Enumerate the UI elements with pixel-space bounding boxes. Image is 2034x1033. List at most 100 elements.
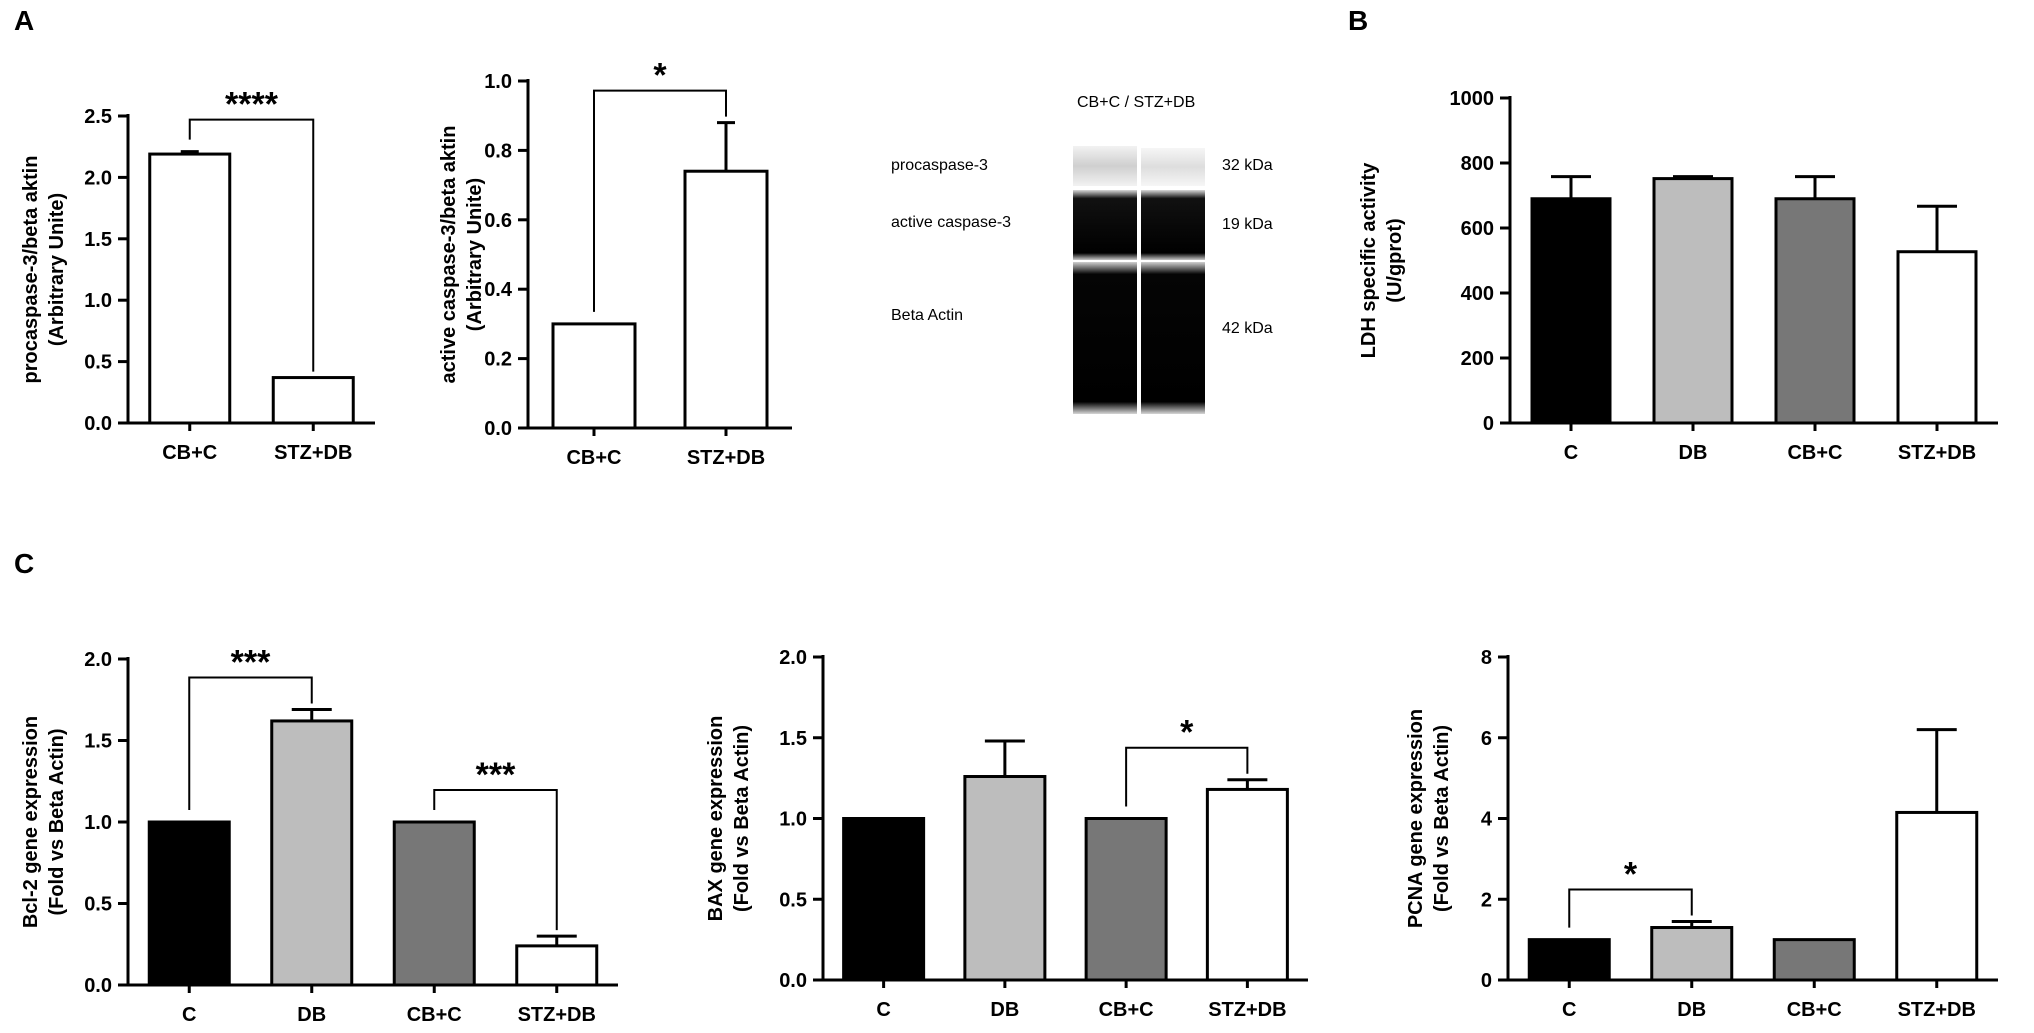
significance-bracket: [593, 89, 727, 312]
x-tick-label: STZ+DB: [274, 442, 352, 464]
y-tick-label: 0.6: [484, 210, 512, 232]
bar: [1205, 787, 1289, 982]
blot-band: [1141, 148, 1205, 186]
x-tick-label: C: [1562, 999, 1576, 1021]
y-tick-label: 0.5: [779, 889, 807, 911]
panel-letter-a: A: [14, 5, 34, 36]
y-axis-label: LDH specific activity: [1358, 162, 1380, 359]
ldh-activity-chart: 0 200 400 600 800 1000 LDH specific activity (U…: [1358, 88, 1998, 464]
bcl2-expression-chart: 0.0 0.5 1.0 1.5 2.0 Bcl-2 gene expression (Fol…: [20, 644, 618, 1026]
y-axis-label: (Arbitrary Unite): [464, 178, 486, 331]
blot-row-label: Beta Actin: [891, 307, 963, 324]
y-tick-label: 2.0: [779, 647, 807, 669]
y-axis-label: (U/gprot): [1384, 218, 1406, 302]
y-tick-label: 1000: [1450, 88, 1495, 110]
x-tick-label: STZ+DB: [687, 447, 765, 469]
significance-bracket: [188, 118, 315, 372]
y-tick-label: 2: [1481, 889, 1492, 911]
bar: [1527, 938, 1611, 982]
blot-band: [1141, 262, 1205, 414]
bar: [1650, 926, 1734, 982]
y-tick-label: 0.0: [779, 970, 807, 992]
x-tick-label: STZ+DB: [1208, 999, 1286, 1021]
x-tick-label: C: [182, 1004, 196, 1026]
y-axis-label: (Fold vs Beta Actin): [1431, 725, 1453, 912]
y-tick-label: 0: [1481, 970, 1492, 992]
y-tick-label: 6: [1481, 728, 1492, 750]
y-tick-label: 0.5: [84, 352, 112, 374]
bar: [515, 944, 599, 987]
blot-row-kda: 42 kDa: [1222, 320, 1273, 337]
y-tick-label: 400: [1461, 283, 1494, 305]
bar: [551, 322, 637, 430]
y-axis-label: Bcl-2 gene expression: [20, 716, 42, 928]
bar: [1530, 197, 1612, 425]
significance-bracket: [188, 676, 313, 810]
bar: [392, 820, 476, 987]
bar: [147, 820, 231, 987]
x-tick-label: DB: [990, 999, 1019, 1021]
blot-row-kda: 32 kDa: [1222, 157, 1273, 174]
bar: [1895, 810, 1979, 982]
blot-header: CB+C / STZ+DB: [1077, 94, 1195, 111]
significance-label: ***: [231, 644, 271, 682]
x-tick-label: CB+C: [1787, 442, 1842, 464]
pcna-expression-chart: 0 2 4 6 8 PCNA gene expression (Fold vs Beta A…: [1405, 647, 1998, 1021]
y-tick-label: 2.0: [84, 167, 112, 189]
y-tick-label: 0.0: [84, 975, 112, 997]
y-tick-label: 4: [1481, 809, 1493, 831]
y-tick-label: 2.5: [84, 106, 112, 128]
y-tick-label: 8: [1481, 647, 1492, 669]
y-axis-label: active caspase-3/beta aktin: [438, 126, 460, 384]
x-tick-label: C: [1564, 442, 1578, 464]
y-axis-label: (Fold vs Beta Actin): [731, 725, 753, 912]
blot-band: [1073, 146, 1137, 186]
bar: [271, 376, 355, 425]
y-axis-label: procaspase-3/beta aktin: [20, 156, 42, 384]
bar: [1652, 177, 1734, 425]
significance-label: ****: [225, 86, 279, 124]
y-tick-label: 1.0: [84, 812, 112, 834]
y-tick-label: 1.0: [779, 809, 807, 831]
y-tick-label: 0.2: [484, 349, 512, 371]
bar: [963, 775, 1047, 982]
y-tick-label: 0.4: [484, 279, 513, 301]
bar: [270, 719, 354, 987]
x-tick-label: C: [876, 999, 890, 1021]
blot-row-label: procaspase-3: [891, 157, 988, 174]
x-tick-label: DB: [1679, 442, 1708, 464]
bar: [1772, 938, 1856, 982]
significance-label: *: [1624, 855, 1638, 893]
bar: [1084, 817, 1168, 982]
y-tick-label: 600: [1461, 218, 1494, 240]
blot-row-label: active caspase-3: [891, 214, 1011, 231]
x-tick-label: CB+C: [162, 442, 217, 464]
y-tick-label: 1.5: [779, 728, 807, 750]
x-tick-label: STZ+DB: [1898, 999, 1976, 1021]
x-tick-label: STZ+DB: [1898, 442, 1976, 464]
y-axis-label: BAX gene expression: [705, 716, 727, 922]
y-tick-label: 0.8: [484, 140, 512, 162]
y-tick-label: 2.0: [84, 649, 112, 671]
panel-letter-b: B: [1348, 5, 1368, 36]
bar: [842, 817, 926, 982]
y-tick-label: 800: [1461, 153, 1494, 175]
bar: [148, 152, 232, 425]
y-tick-label: 0.0: [84, 413, 112, 435]
significance-bracket: [1125, 746, 1249, 807]
western-blot-image: CB+C / STZ+DB procaspase-3 active caspas…: [891, 94, 1273, 414]
x-tick-label: CB+C: [1787, 999, 1842, 1021]
bar: [683, 169, 769, 430]
y-axis-label: (Arbitrary Unite): [46, 193, 68, 346]
y-axis-label: (Fold vs Beta Actin): [46, 728, 68, 915]
x-tick-label: CB+C: [566, 447, 621, 469]
significance-bracket: [433, 789, 558, 931]
significance-label: *: [653, 57, 667, 95]
x-tick-label: CB+C: [407, 1004, 462, 1026]
x-tick-label: STZ+DB: [518, 1004, 596, 1026]
significance-bracket: [1568, 888, 1693, 928]
y-tick-label: 1.0: [484, 71, 512, 93]
blot-row-kda: 19 kDa: [1222, 216, 1273, 233]
panel-letter-c: C: [14, 548, 34, 579]
